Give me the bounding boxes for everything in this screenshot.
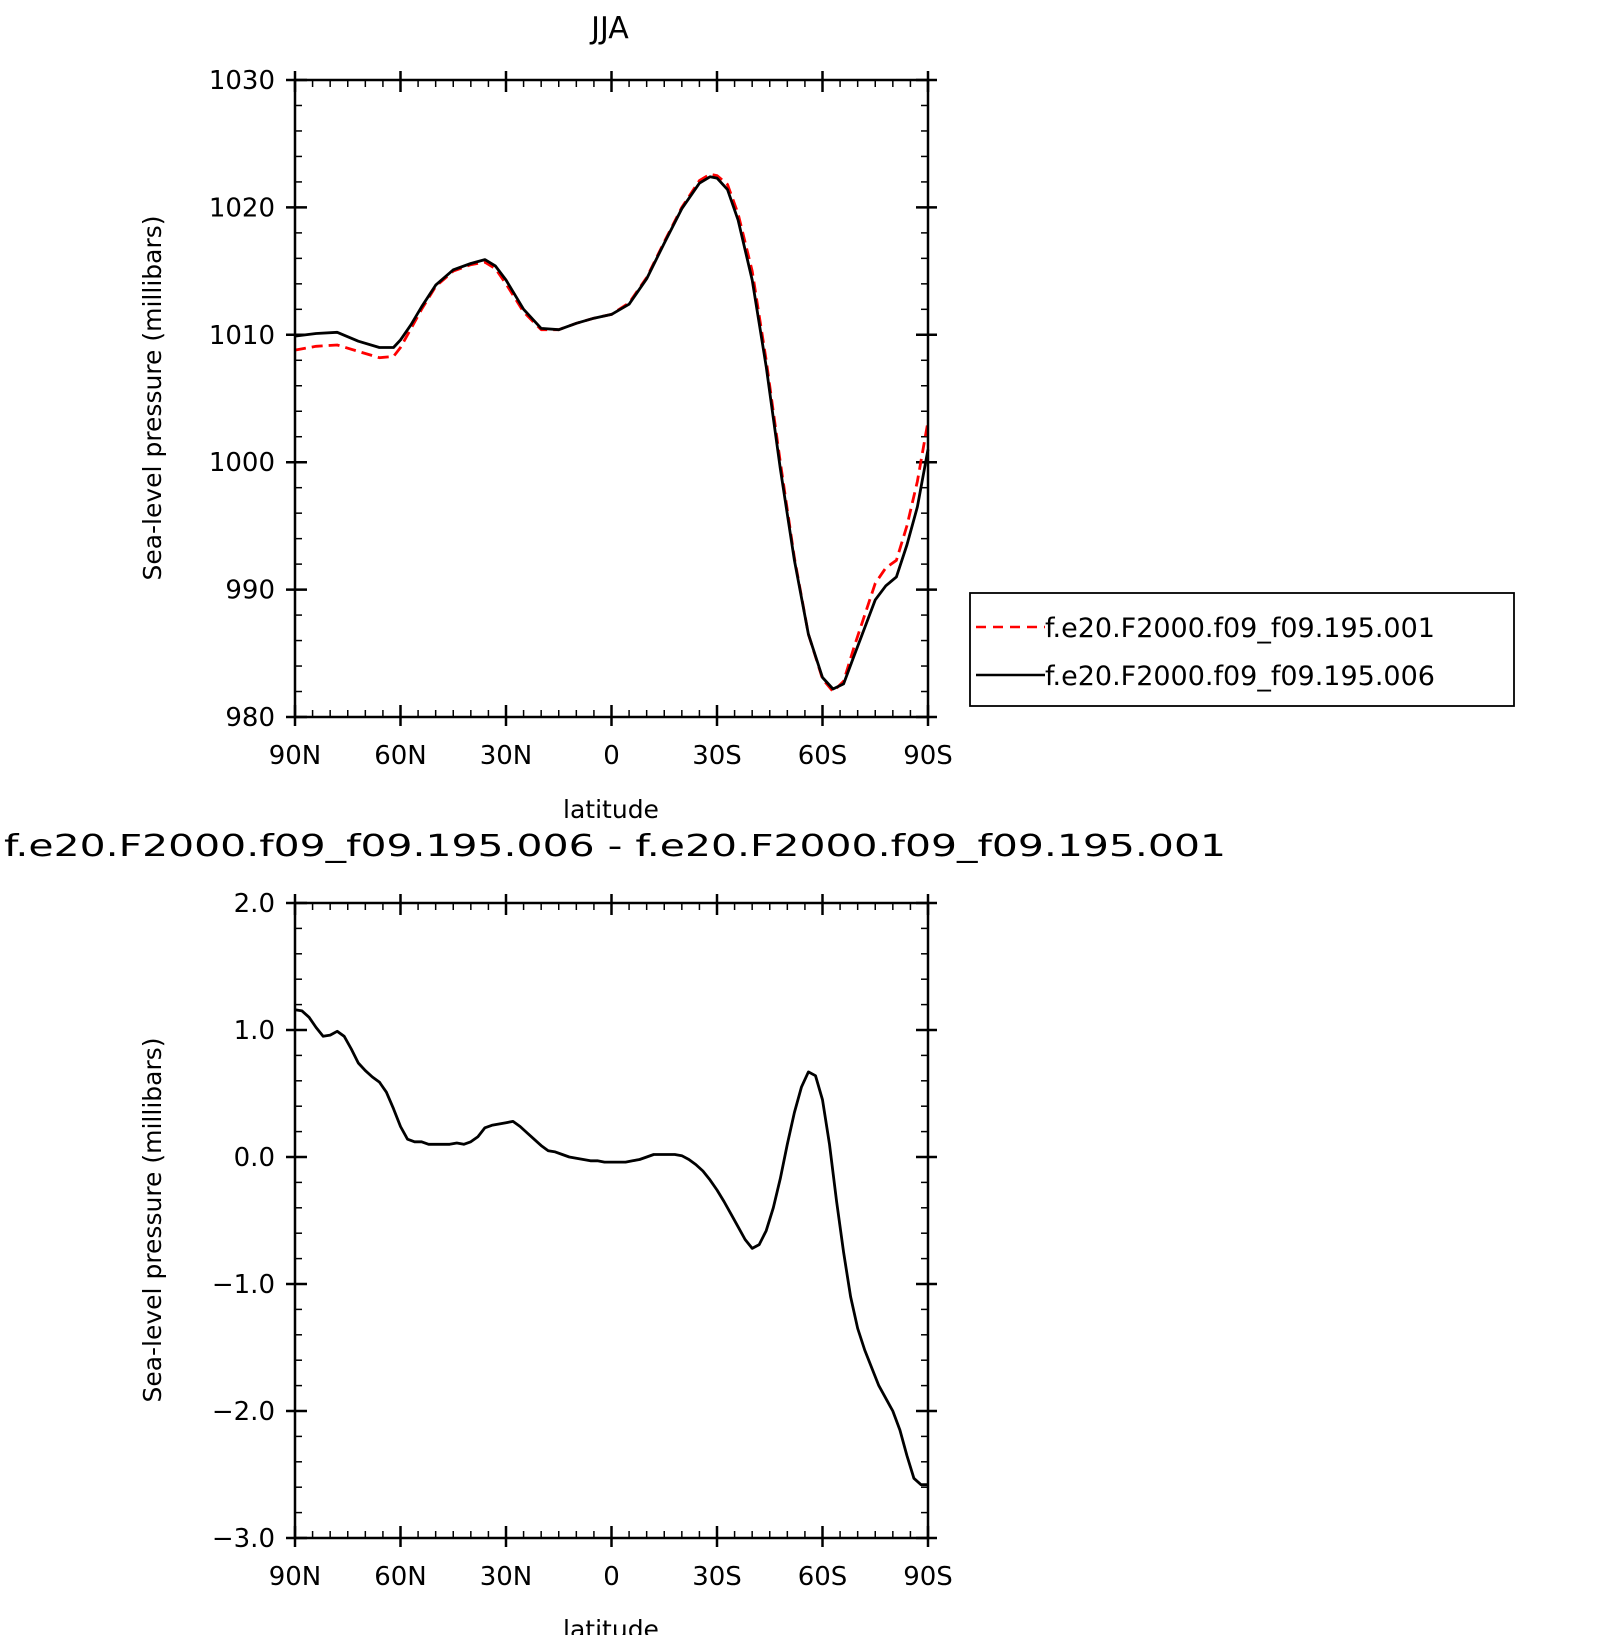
top-x-axis-label: latitude xyxy=(563,795,659,824)
top-y-tick-label: 990 xyxy=(225,576,275,606)
top-y-tick-label: 1030 xyxy=(209,66,275,96)
bottom-series-line-1 xyxy=(294,1008,928,1487)
bottom-x-tick-label: 60N xyxy=(374,1562,427,1592)
top-x-tick-label: 60N xyxy=(374,741,427,771)
top-y-tick-label: 1020 xyxy=(209,193,275,223)
legend: f.e20.F2000.f09_f09.195.001 f.e20.F2000.… xyxy=(969,592,1515,707)
bottom-chart-tick-labels: 90N 60N 30N 0 30S 60S 90S 2.0 1.0 0.0 −1.0 −2.0 −3.0 xyxy=(212,889,953,1592)
top-y-tick-label: 1010 xyxy=(209,321,275,351)
top-series-line-1 xyxy=(294,172,930,693)
bottom-chart-series xyxy=(294,1008,928,1487)
bottom-y-tick-label: 0.0 xyxy=(234,1143,275,1173)
legend-box xyxy=(969,592,1515,707)
top-chart-tick-labels: 90N 60N 30N 0 30S 60S 90S 980 990 1000 1010 1020 103… xyxy=(209,66,953,771)
bottom-x-tick-label: 90N xyxy=(269,1562,322,1592)
top-series-line-2 xyxy=(294,175,930,691)
bottom-x-axis-label: latitude xyxy=(563,1615,659,1635)
top-x-tick-label: 0 xyxy=(603,741,620,771)
bottom-x-tick-label: 90S xyxy=(903,1562,953,1592)
bottom-x-tick-label: 30S xyxy=(692,1562,742,1592)
bottom-y-axis-label: Sea-level pressure (millibars) xyxy=(138,1037,167,1402)
top-y-axis-label: Sea-level pressure (millibars) xyxy=(138,215,167,580)
top-x-tick-label: 90S xyxy=(903,741,953,771)
bottom-x-tick-label: 30N xyxy=(480,1562,533,1592)
legend-label-series-2: f.e20.F2000.f09_f09.195.006 xyxy=(1045,661,1435,692)
top-x-tick-label: 30N xyxy=(480,741,533,771)
top-x-tick-label: 30S xyxy=(692,741,742,771)
top-x-tick-label: 90N xyxy=(269,741,322,771)
bottom-y-tick-label: 2.0 xyxy=(234,889,275,919)
top-y-tick-label: 1000 xyxy=(209,448,275,478)
top-x-tick-label: 60S xyxy=(798,741,848,771)
bottom-x-tick-label: 0 xyxy=(603,1562,620,1592)
top-plot-frame xyxy=(293,78,930,719)
top-chart-title: JJA xyxy=(589,11,629,46)
bottom-plot-frame xyxy=(293,901,930,1540)
bottom-chart-panel: f.e20.F2000.f09_f09.195.006 - f.e20.F200… xyxy=(4,829,1226,1635)
bottom-x-tick-label: 60S xyxy=(798,1562,848,1592)
top-chart-series xyxy=(294,172,930,693)
bottom-chart-title: f.e20.F2000.f09_f09.195.006 - f.e20.F200… xyxy=(4,829,1226,864)
top-y-tick-label: 980 xyxy=(225,703,275,733)
bottom-y-tick-label: −1.0 xyxy=(212,1270,275,1300)
legend-label-series-1: f.e20.F2000.f09_f09.195.001 xyxy=(1045,613,1435,644)
bottom-y-tick-label: −3.0 xyxy=(212,1524,275,1554)
bottom-y-tick-label: −2.0 xyxy=(212,1397,275,1427)
top-chart-panel: JJA 90N 60N 30N 0 30S 60S 90S 980 990 1000 1010 102… xyxy=(138,11,953,824)
bottom-y-tick-label: 1.0 xyxy=(234,1016,275,1046)
